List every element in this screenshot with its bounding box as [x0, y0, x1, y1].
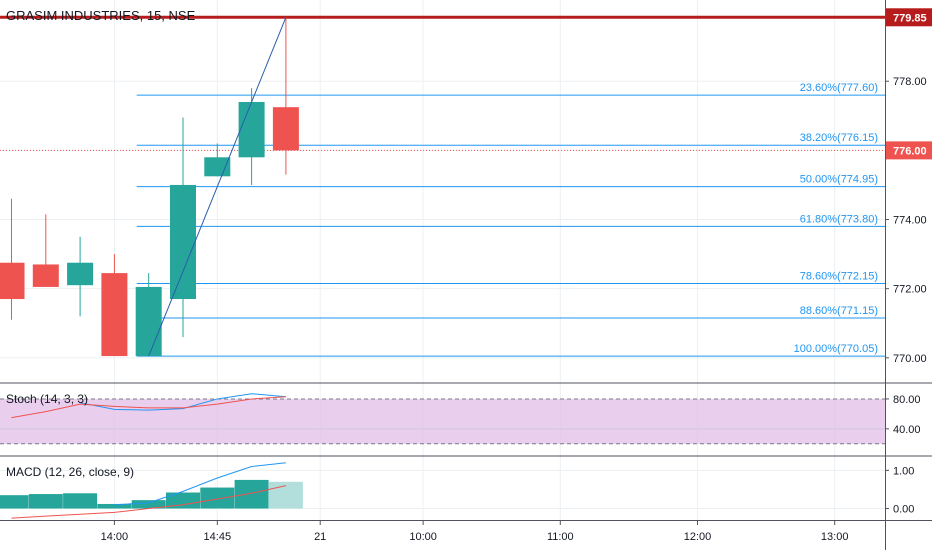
macd-histogram-bar [0, 495, 29, 509]
fib-level-label: 50.00%(774.95) [800, 174, 878, 186]
time-tick-label: 11:00 [547, 531, 574, 543]
fib-level-label: 23.60%(777.60) [800, 82, 878, 94]
stoch-tick-label: 80.00 [893, 394, 921, 406]
candle-down [101, 273, 128, 357]
candle-up [135, 286, 162, 357]
current-price-badge [886, 141, 932, 160]
fib-level-label: 78.60%(772.15) [800, 270, 878, 282]
time-tick-label: 13:00 [821, 531, 849, 543]
stoch-title: Stoch (14, 3, 3) [6, 392, 88, 406]
price-tick-label: 770.00 [893, 353, 927, 365]
macd-histogram-bar [200, 487, 235, 509]
resistance-price-label: 779.85 [893, 12, 927, 24]
macd-series-macd [114, 462, 286, 506]
time-tick-label: 21 [314, 531, 326, 543]
macd-series-signal [11, 485, 287, 519]
trend-line [148, 17, 287, 357]
macd-histogram-bar [131, 500, 166, 509]
candle-up [204, 157, 231, 177]
candle-up [67, 262, 94, 286]
fib-level-label: 38.20%(776.15) [800, 132, 878, 144]
time-tick-label: 12:00 [684, 531, 712, 543]
stoch-series-k [80, 393, 286, 411]
time-tick-label: 14:45 [204, 531, 232, 543]
time-tick-label: 14:00 [101, 531, 129, 543]
macd-histogram-bar [97, 503, 132, 509]
price-tick-label: 772.00 [893, 284, 927, 296]
candle-up [238, 101, 265, 158]
candle-down [0, 262, 25, 300]
time-tick-label: 10:00 [409, 531, 437, 543]
macd-tick-label: 0.00 [893, 504, 914, 516]
candle-down [32, 264, 59, 287]
price-tick-label: 778.00 [893, 76, 927, 88]
macd-histogram-bar [63, 493, 98, 509]
candle-up [170, 184, 196, 300]
fib-level-label: 88.60%(771.15) [800, 305, 878, 317]
price-tick-label: 774.00 [893, 215, 927, 227]
stoch-tick-label: 40.00 [893, 424, 921, 436]
current-price-label: 776.00 [893, 145, 927, 157]
fib-level-label: 100.00%(770.05) [794, 343, 878, 355]
candle-down [272, 107, 299, 151]
stoch-series-d [11, 396, 286, 419]
macd-tick-label: 1.00 [893, 465, 914, 477]
stoch-band [0, 398, 885, 444]
macd-histogram-bar [28, 494, 63, 509]
symbol-title: GRASIM INDUSTRIES, 15, NSE [6, 8, 196, 23]
macd-histogram-bar [268, 481, 303, 509]
macd-title: MACD (12, 26, close, 9) [6, 465, 134, 479]
macd-histogram-bar [166, 492, 200, 509]
fib-level-label: 61.80%(773.80) [800, 213, 878, 225]
resistance-price-badge [886, 8, 932, 27]
macd-histogram-bar [234, 479, 269, 509]
